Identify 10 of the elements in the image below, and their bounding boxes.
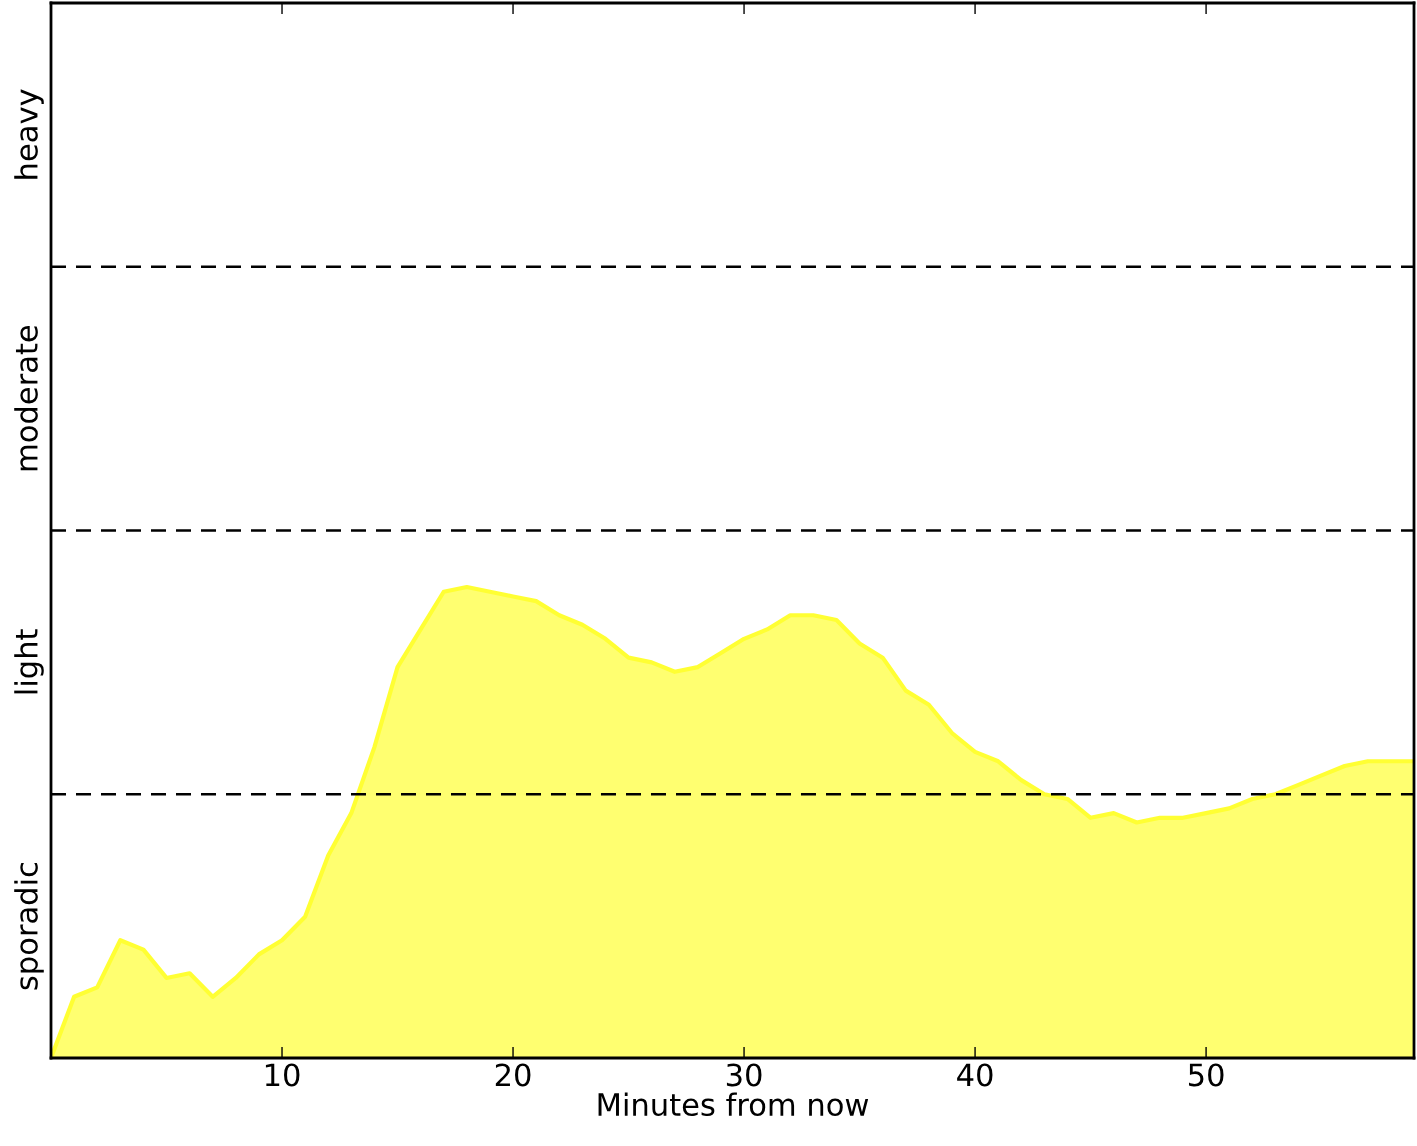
text: light: [14, 629, 44, 694]
text: heavy: [14, 89, 44, 179]
x-tick-label: 10: [265, 1063, 300, 1087]
x-tick-label: 20: [495, 1063, 531, 1087]
text: sporadic: [14, 863, 44, 990]
text: moderate: [14, 325, 38, 471]
x-tick-label: 30: [726, 1063, 762, 1087]
x-axis-title: Minutes from now: [598, 1092, 869, 1117]
x-tick-label: 40: [957, 1063, 993, 1087]
x-tick-label: 50: [1189, 1063, 1224, 1087]
